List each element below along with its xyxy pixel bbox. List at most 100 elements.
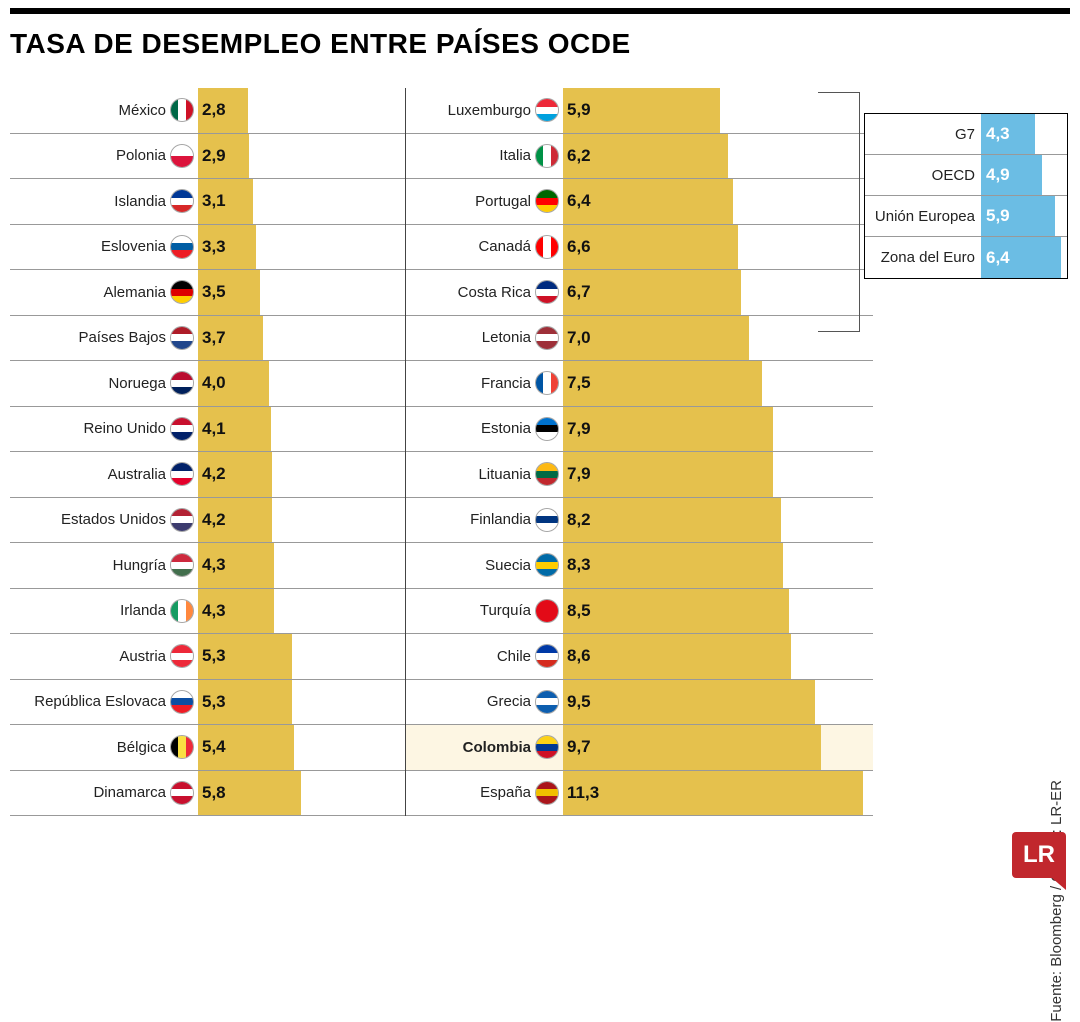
- country-label: España: [405, 784, 535, 801]
- value-label: 2,9: [202, 146, 226, 166]
- country-label: Dinamarca: [10, 784, 170, 801]
- country-label: Luxemburgo: [405, 102, 535, 119]
- bar-wrap: 3,1: [198, 179, 405, 224]
- flag-icon: [535, 371, 559, 395]
- bar: [563, 771, 863, 816]
- country-label: Hungría: [10, 557, 170, 574]
- flag-icon: [170, 144, 194, 168]
- flag-icon: [170, 326, 194, 350]
- country-label: Grecia: [405, 693, 535, 710]
- flag-icon: [535, 599, 559, 623]
- bar: [563, 316, 749, 361]
- bar: [563, 407, 773, 452]
- logo-text: LR: [1023, 841, 1055, 869]
- summary-row: G74,3: [865, 114, 1067, 155]
- value-label: 5,4: [202, 737, 226, 757]
- table-row: Noruega4,0: [10, 361, 405, 407]
- flag-icon: [535, 462, 559, 486]
- column-1: México2,8Polonia2,9Islandia3,1Eslovenia3…: [10, 88, 405, 816]
- country-label: Letonia: [405, 329, 535, 346]
- bar: [563, 634, 791, 679]
- value-label: 3,1: [202, 191, 226, 211]
- flag-icon: [535, 553, 559, 577]
- value-label: 3,7: [202, 328, 226, 348]
- bar-wrap: 2,8: [198, 88, 405, 133]
- source-credit: Fuente: Bloomberg / Gráfico: LR-ER: [1048, 780, 1065, 1022]
- table-row: Francia7,5: [405, 361, 873, 407]
- table-row: República Eslovaca5,3: [10, 680, 405, 726]
- value-label: 6,4: [567, 191, 591, 211]
- table-row: Bélgica5,4: [10, 725, 405, 771]
- country-label: Portugal: [405, 193, 535, 210]
- value-label: 4,1: [202, 419, 226, 439]
- bar: [563, 680, 815, 725]
- bar-wrap: 3,7: [198, 316, 405, 361]
- table-row: Polonia2,9: [10, 134, 405, 180]
- bar-wrap: 8,2: [563, 498, 873, 543]
- country-label: Australia: [10, 466, 170, 483]
- bar-wrap: 3,5: [198, 270, 405, 315]
- country-label: Canadá: [405, 238, 535, 255]
- bar-wrap: 8,3: [563, 543, 873, 588]
- country-label: Costa Rica: [405, 284, 535, 301]
- flag-icon: [170, 644, 194, 668]
- table-row: Estados Unidos 4,2: [10, 498, 405, 544]
- flag-icon: [170, 781, 194, 805]
- flag-icon: [535, 690, 559, 714]
- column-2: Luxemburgo5,9Italia6,2Portugal6,4Canadá6…: [405, 88, 873, 816]
- bar-wrap: 4,2: [198, 452, 405, 497]
- bar: [563, 589, 789, 634]
- flag-icon: [170, 98, 194, 122]
- table-row: Luxemburgo 5,9: [405, 88, 873, 134]
- flag-icon: [170, 417, 194, 441]
- chart-title: TASA DE DESEMPLEO ENTRE PAÍSES OCDE: [10, 28, 631, 60]
- value-label: 3,5: [202, 282, 226, 302]
- bar-wrap: 4,2: [198, 498, 405, 543]
- table-row: Dinamarca 5,8: [10, 771, 405, 817]
- flag-icon: [535, 508, 559, 532]
- country-label: Colombia: [405, 739, 535, 756]
- table-row: Reino Unido 4,1: [10, 407, 405, 453]
- flag-icon: [535, 144, 559, 168]
- summary-box: G74,3OECD4,9Unión Europea5,9Zona del Eur…: [864, 113, 1068, 279]
- bar-wrap: 5,8: [198, 771, 405, 816]
- value-label: 8,6: [567, 646, 591, 666]
- table-row: Suecia8,3: [405, 543, 873, 589]
- table-row: Turquía8,5: [405, 589, 873, 635]
- table-row: Irlanda4,3: [10, 589, 405, 635]
- summary-value: 5,9: [986, 206, 1010, 226]
- country-label: Italia: [405, 147, 535, 164]
- table-row: Hungría4,3: [10, 543, 405, 589]
- flag-icon: [170, 462, 194, 486]
- columns-wrap: México2,8Polonia2,9Islandia3,1Eslovenia3…: [10, 88, 873, 816]
- country-label: Reino Unido: [10, 420, 170, 437]
- value-label: 9,7: [567, 737, 591, 757]
- table-row: Colombia 9,7: [405, 725, 873, 771]
- summary-row: Zona del Euro6,4: [865, 237, 1067, 278]
- summary-bar-wrap: 4,9: [981, 155, 1061, 195]
- bar-wrap: 4,3: [198, 589, 405, 634]
- summary-label: Unión Europea: [865, 208, 981, 225]
- table-row: Chile 8,6: [405, 634, 873, 680]
- table-row: Letonia7,0: [405, 316, 873, 362]
- bar-wrap: 3,3: [198, 225, 405, 270]
- table-row: Italia6,2: [405, 134, 873, 180]
- country-label: Lituania: [405, 466, 535, 483]
- flag-icon: [535, 735, 559, 759]
- table-row: Portugal 6,4: [405, 179, 873, 225]
- flag-icon: [535, 98, 559, 122]
- table-row: España11,3: [405, 771, 873, 817]
- bar-wrap: 8,5: [563, 589, 873, 634]
- summary-label: Zona del Euro: [865, 249, 981, 266]
- country-label: Chile: [405, 648, 535, 665]
- value-label: 5,3: [202, 692, 226, 712]
- value-label: 4,3: [202, 601, 226, 621]
- country-label: México: [10, 102, 170, 119]
- flag-icon: [535, 235, 559, 259]
- value-label: 5,9: [567, 100, 591, 120]
- flag-icon: [535, 189, 559, 213]
- table-row: México 2,8: [10, 88, 405, 134]
- country-label: Noruega: [10, 375, 170, 392]
- table-row: Estonia7,9: [405, 407, 873, 453]
- country-label: Estados Unidos: [10, 511, 170, 528]
